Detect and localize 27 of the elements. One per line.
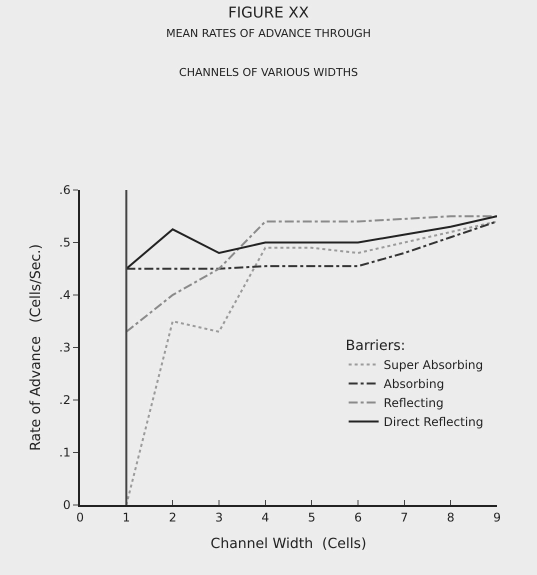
y-tick-label: .2 (59, 393, 71, 408)
x-tick-label: 6 (354, 510, 362, 524)
legend-title: Barriers: (346, 338, 406, 354)
y-axis-title: Rate of Advance (Cells/Sec.) (28, 244, 44, 451)
y-tick-label: .5 (59, 236, 71, 250)
x-tick-label: 5 (308, 510, 316, 524)
x-tick-label: 2 (168, 510, 176, 524)
y-tick-label: .3 (59, 340, 71, 355)
legend-label: Super Absorbing (384, 358, 484, 372)
x-tick-label: 0 (76, 510, 84, 524)
chart-title: FIGURE XX (228, 3, 309, 22)
legend-label: Absorbing (384, 377, 444, 392)
x-tick-label: 8 (446, 510, 454, 524)
x-tick-label: 1 (122, 510, 130, 524)
y-tick-label: .6 (59, 183, 71, 198)
line-series (125, 220, 497, 505)
y-tick-label: 0 (62, 498, 71, 512)
x-tick-label: 7 (400, 510, 408, 524)
x-tick-label: 4 (262, 510, 270, 524)
legend-label: Reflecting (384, 396, 444, 410)
x-tick-label: 9 (493, 510, 501, 524)
y-tick-label: .4 (59, 288, 71, 302)
y-tick-label: .1 (59, 446, 71, 460)
x-axis-title: Channel Width (Cells) (210, 536, 366, 552)
text: MEAN RATES OF ADVANCE THROUGH CHANNELS OF VARIOUS WIDTHS (166, 26, 371, 79)
legend-label: Direct Reflecting (384, 415, 484, 430)
x-tick-label: 3 (215, 510, 223, 524)
